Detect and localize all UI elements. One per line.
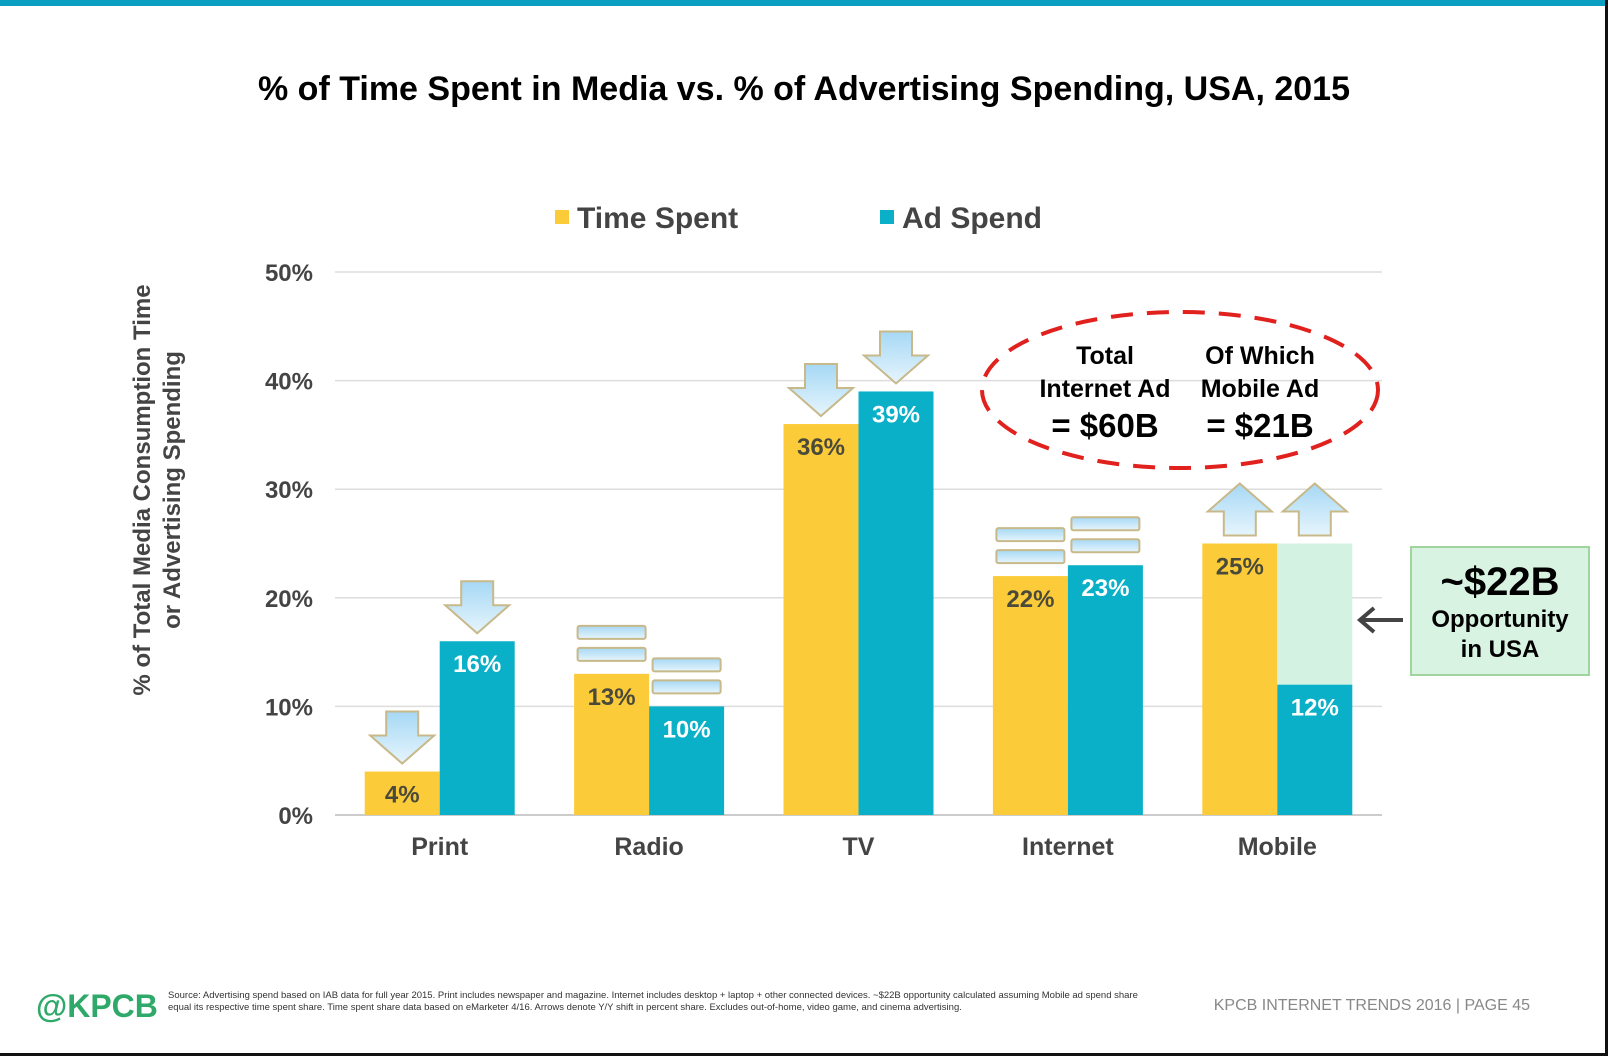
frame-border — [0, 1053, 1608, 1056]
yoy-arrow-up-icon — [1205, 482, 1275, 537]
opportunity-box: ~$22B Opportunity in USA — [1410, 546, 1590, 676]
bar-time-spent — [574, 673, 650, 815]
arrow-shape — [786, 363, 856, 418]
data-label: 10% — [663, 716, 711, 743]
frame-border — [1605, 0, 1608, 1056]
callout-text: Of Which — [1205, 342, 1315, 370]
legend-swatch — [555, 210, 569, 224]
y-tick-label: 20% — [265, 586, 313, 613]
callout-value: = $21B — [1206, 407, 1313, 444]
bar-ad-spend — [858, 391, 934, 815]
x-tick-label: TV — [843, 833, 875, 861]
callout-ellipse — [980, 310, 1380, 470]
x-tick-label: Print — [411, 833, 469, 861]
yoy-arrow-down-icon — [786, 363, 856, 418]
data-label: 12% — [1291, 695, 1339, 722]
data-label: 23% — [1081, 575, 1129, 602]
x-tick-label: Mobile — [1238, 833, 1317, 861]
equal-bar — [576, 624, 647, 640]
yoy-arrow-down-icon — [861, 330, 931, 385]
opportunity-text: Opportunity — [1431, 606, 1569, 633]
y-tick-label: 0% — [278, 803, 313, 830]
y-tick-label: 30% — [265, 477, 313, 504]
kpcb-logo: @KPCB — [36, 988, 158, 1024]
bar-ad-spend — [1067, 565, 1143, 815]
source-note: Source: Advertising spend based on IAB d… — [168, 990, 1138, 1013]
yoy-arrow-up-icon — [1280, 482, 1350, 537]
arrow-shape — [861, 330, 931, 385]
yoy-arrow-down-icon — [367, 710, 437, 765]
callout-text: Mobile Ad — [1201, 375, 1320, 403]
arrow-shape — [1205, 482, 1275, 537]
x-tick-label: Internet — [1022, 833, 1114, 861]
data-label: 4% — [385, 782, 420, 809]
callout-value: = $60B — [1051, 407, 1158, 444]
equal-bar — [1070, 516, 1141, 532]
bar-time-spent — [992, 576, 1068, 815]
yoy-arrow-flat-icon — [1070, 516, 1141, 554]
data-label: 39% — [872, 401, 920, 428]
bar-ad-spend — [1277, 684, 1353, 815]
equal-bar — [651, 657, 722, 673]
arrow-shape — [1280, 482, 1350, 537]
opportunity-text: in USA — [1460, 636, 1540, 663]
bar-ad-spend — [439, 641, 515, 815]
data-label: 13% — [588, 684, 636, 711]
yoy-arrow-flat-icon — [651, 657, 722, 695]
legend-label: Ad Spend — [902, 202, 1042, 235]
legend-swatch — [880, 210, 894, 224]
chart-title: % of Time Spent in Media vs. % of Advert… — [258, 70, 1350, 108]
data-label: 22% — [1006, 586, 1054, 613]
opportunity-gap-bar — [1277, 543, 1353, 685]
y-axis-label: or Advertising Spending — [159, 351, 186, 629]
yoy-arrow-down-icon — [442, 580, 512, 635]
data-label: 36% — [797, 434, 845, 461]
y-tick-label: 50% — [265, 260, 313, 287]
data-label: 16% — [453, 651, 501, 678]
equal-bar — [995, 527, 1066, 543]
page-info: KPCB INTERNET TRENDS 2016 | PAGE 45 — [1213, 997, 1530, 1014]
opportunity-amount: ~$22B — [1440, 560, 1560, 604]
bar-ad-spend — [649, 706, 725, 815]
equal-bar — [1070, 538, 1141, 554]
internet-callout: Total Internet Ad = $60B Of Which Mobile… — [980, 310, 1380, 470]
data-label: 25% — [1216, 554, 1264, 581]
y-tick-label: 10% — [265, 694, 313, 721]
arrow-shape — [367, 710, 437, 765]
equal-bar — [651, 679, 722, 695]
equal-bar — [576, 646, 647, 662]
callout-text: Total — [1076, 342, 1134, 370]
equal-bar — [995, 549, 1066, 565]
bar-time-spent — [364, 771, 440, 815]
legend-label: Time Spent — [577, 202, 738, 235]
yoy-arrow-flat-icon — [576, 624, 647, 662]
bar-time-spent — [1202, 543, 1278, 815]
yoy-arrow-flat-icon — [995, 527, 1066, 565]
bar-time-spent — [783, 424, 859, 815]
top-accent-bar — [0, 0, 1608, 6]
opportunity-pointer-arrow — [1356, 606, 1403, 634]
y-axis-label: % of Total Media Consumption Time — [129, 284, 156, 695]
callout-text: Internet Ad — [1039, 375, 1170, 403]
arrow-shape — [442, 580, 512, 635]
y-tick-label: 40% — [265, 369, 313, 396]
x-tick-label: Radio — [614, 833, 683, 861]
